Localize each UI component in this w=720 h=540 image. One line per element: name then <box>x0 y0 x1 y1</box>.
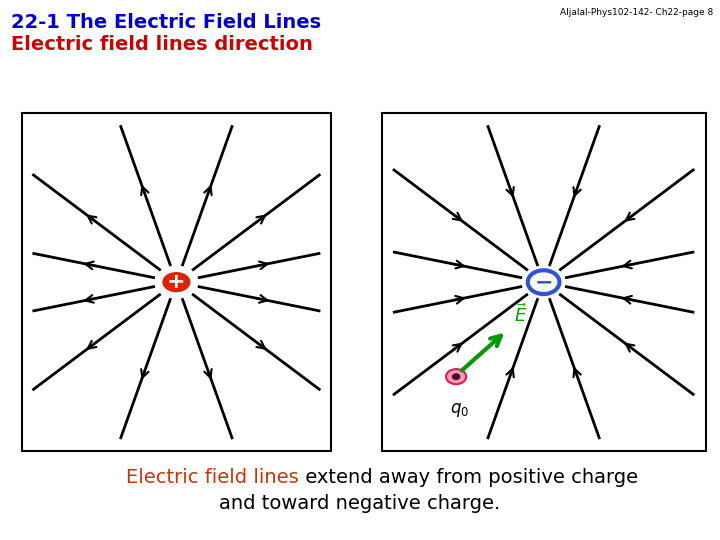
Bar <box>382 113 706 451</box>
Text: $q_0$: $q_0$ <box>450 401 469 419</box>
Circle shape <box>452 374 460 379</box>
Circle shape <box>158 268 194 296</box>
Text: $\vec{E}$: $\vec{E}$ <box>514 303 527 326</box>
Text: Aljalal-Phys102-142- Ch22-page 8: Aljalal-Phys102-142- Ch22-page 8 <box>559 8 713 17</box>
Text: extend away from positive charge: extend away from positive charge <box>299 468 638 488</box>
Text: Electric field lines: Electric field lines <box>126 468 299 488</box>
Text: +: + <box>167 272 186 292</box>
Bar <box>22 113 331 451</box>
Text: Electric field lines direction: Electric field lines direction <box>11 35 312 54</box>
Text: and toward negative charge.: and toward negative charge. <box>220 494 500 513</box>
Text: 22-1 The Electric Field Lines: 22-1 The Electric Field Lines <box>11 14 321 32</box>
Circle shape <box>528 270 559 294</box>
Text: −: − <box>534 272 553 292</box>
Circle shape <box>446 369 467 384</box>
Circle shape <box>161 270 192 294</box>
